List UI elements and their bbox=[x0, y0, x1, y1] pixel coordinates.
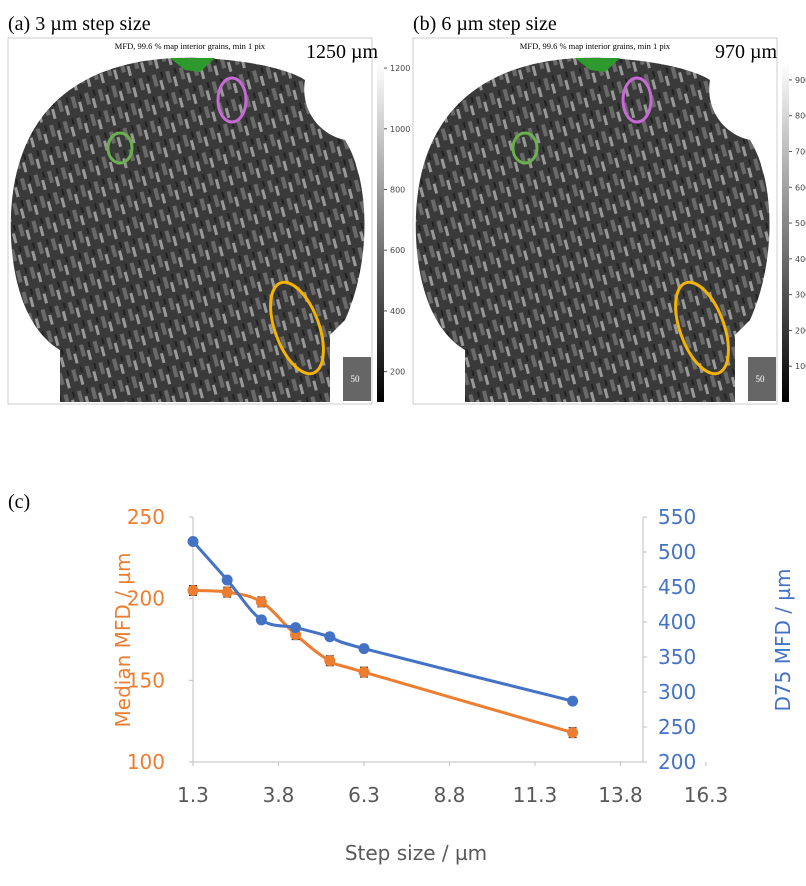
y-tick-label: 200 bbox=[127, 587, 165, 611]
x-tick-label: 1.3 bbox=[177, 783, 209, 807]
marker-orange bbox=[269, 280, 325, 376]
marker-magenta bbox=[216, 76, 248, 124]
series-line bbox=[192, 589, 574, 735]
colorbar-tick-label: 200 bbox=[795, 326, 806, 335]
data-point bbox=[290, 622, 302, 634]
data-point bbox=[187, 536, 199, 547]
y2-axis-label: D75 MFD / µm bbox=[771, 568, 795, 711]
data-point bbox=[358, 643, 370, 655]
green-region bbox=[170, 58, 215, 72]
grain-map bbox=[10, 57, 365, 402]
marker-magenta bbox=[621, 76, 653, 124]
y-tick-label: 150 bbox=[127, 668, 165, 692]
colorbar-tick-label: 900 bbox=[795, 76, 806, 85]
map-header: MFD, 99.6 % map interior grains, min 1 p… bbox=[115, 41, 266, 51]
colorbar-tick-label: 300 bbox=[795, 291, 806, 300]
data-point bbox=[255, 614, 267, 626]
scale-bar-box bbox=[748, 357, 776, 401]
map-header: MFD, 99.6 % map interior grains, min 1 p… bbox=[520, 41, 671, 51]
map-panel: (a) 3 µm step size MFD, 99.6 % map interi… bbox=[7, 13, 410, 405]
data-point bbox=[358, 666, 370, 678]
y2-tick-label: 350 bbox=[658, 645, 696, 669]
data-point bbox=[221, 586, 233, 598]
map-panel: (b) 6 µm step size MFD, 99.6 % map interi… bbox=[412, 13, 806, 405]
y2-tick-label: 500 bbox=[658, 540, 696, 564]
y-axis-label: Median MFD / µm bbox=[111, 553, 135, 728]
colorbar-tick-label: 800 bbox=[795, 112, 806, 121]
panel-label: (c) bbox=[8, 491, 30, 513]
colorbar-tick-label: 200 bbox=[390, 368, 405, 377]
max-label: 970 µm bbox=[715, 41, 778, 63]
y2-tick-label: 300 bbox=[658, 680, 696, 704]
x-tick-label: 13.8 bbox=[598, 783, 643, 807]
colorbar-tick-label: 600 bbox=[390, 246, 405, 255]
y-tick-label: 100 bbox=[127, 750, 165, 774]
marker-green bbox=[106, 131, 134, 165]
data-point bbox=[324, 655, 336, 667]
colorbar-tick-label: 600 bbox=[795, 183, 806, 192]
y2-tick-label: 400 bbox=[658, 610, 696, 634]
colorbar-tick-label: 500 bbox=[795, 219, 806, 228]
x-tick-label: 8.8 bbox=[434, 783, 466, 807]
colorbar-tick-label: 700 bbox=[795, 147, 806, 156]
colorbar-tick-label: 100 bbox=[795, 362, 806, 371]
data-point bbox=[221, 574, 233, 586]
colorbar-tick-label: 1200 bbox=[390, 64, 410, 73]
colorbar bbox=[377, 62, 384, 402]
marker-green bbox=[511, 131, 539, 165]
x-tick-label: 16.3 bbox=[684, 783, 729, 807]
x-axis-label: Step size / µm bbox=[345, 841, 487, 865]
y2-tick-label: 250 bbox=[658, 715, 696, 739]
colorbar-tick-label: 400 bbox=[390, 307, 405, 316]
panel-label: (b) 6 µm step size bbox=[413, 13, 557, 35]
y2-tick-label: 200 bbox=[658, 750, 696, 774]
colorbar-tick-label: 400 bbox=[795, 255, 806, 264]
colorbar-tick-label: 800 bbox=[390, 186, 405, 195]
panel-label: (a) 3 µm step size bbox=[8, 13, 151, 35]
scale-bar-box bbox=[343, 357, 371, 401]
data-point bbox=[567, 695, 579, 707]
data-point bbox=[567, 727, 579, 739]
y2-tick-label: 550 bbox=[658, 505, 696, 529]
grain-map bbox=[415, 57, 770, 402]
y2-tick-label: 450 bbox=[658, 575, 696, 599]
scale-bar-label: 50 bbox=[351, 374, 361, 384]
y-tick-label: 250 bbox=[127, 505, 165, 529]
colorbar bbox=[782, 62, 789, 402]
data-point bbox=[255, 596, 267, 608]
scale-bar-label: 50 bbox=[756, 374, 766, 384]
x-tick-label: 3.8 bbox=[263, 783, 295, 807]
x-tick-label: 6.3 bbox=[348, 783, 380, 807]
max-label: 1250 µm bbox=[306, 41, 379, 63]
green-region bbox=[575, 58, 620, 72]
x-tick-label: 11.3 bbox=[513, 783, 558, 807]
data-point bbox=[187, 585, 199, 596]
marker-orange bbox=[674, 280, 730, 376]
colorbar-tick-label: 1000 bbox=[390, 125, 410, 134]
data-point bbox=[324, 631, 336, 643]
